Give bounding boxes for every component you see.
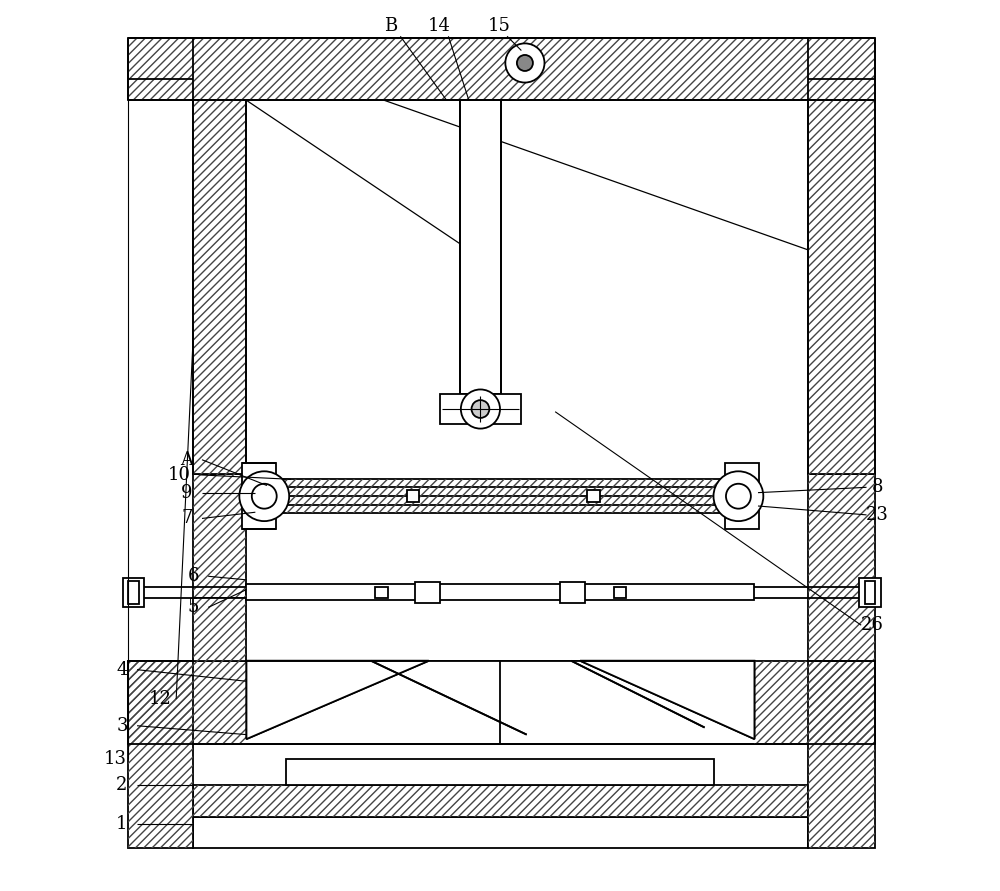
Bar [407,490,419,503]
Bar [123,578,144,607]
Bar [128,661,193,847]
Polygon shape [246,661,429,739]
Text: 3: 3 [116,716,128,735]
Text: A: A [180,451,193,469]
Polygon shape [246,661,429,739]
Bar [286,758,714,785]
Text: 4: 4 [116,661,128,679]
Bar [808,661,875,847]
Bar [193,101,246,474]
Bar [808,474,875,661]
Bar [246,661,754,743]
Bar [193,785,808,817]
Bar [375,587,388,598]
Bar [193,101,246,474]
Bar [859,578,881,607]
Text: 9: 9 [181,484,193,502]
Bar [614,587,626,598]
Bar [808,101,875,474]
Text: 15: 15 [488,17,511,35]
Bar [128,38,875,101]
Bar [246,584,754,601]
Bar [440,394,521,424]
Bar [415,582,440,603]
Bar [725,463,759,529]
Bar [128,661,193,847]
Circle shape [252,484,277,509]
Bar [587,490,600,503]
Text: 7: 7 [181,510,193,527]
Circle shape [505,44,544,83]
Bar [246,479,754,513]
Bar [808,661,875,847]
Bar [128,38,875,101]
Bar [246,479,754,513]
Bar [808,101,875,474]
Bar [128,581,139,604]
Text: 23: 23 [866,506,889,524]
Text: 2: 2 [116,776,128,795]
Text: 14: 14 [428,17,451,35]
Bar [242,463,276,529]
Bar [193,474,246,661]
Bar [193,785,808,817]
Circle shape [714,471,763,521]
Circle shape [239,471,289,521]
Text: B: B [384,17,397,35]
Bar [560,582,585,603]
Polygon shape [580,661,754,739]
Circle shape [461,389,500,429]
Text: 1: 1 [116,815,128,833]
Text: 8: 8 [871,478,883,496]
Bar [460,101,501,394]
Bar [193,817,808,847]
Circle shape [472,400,489,418]
Text: 6: 6 [187,568,199,585]
Text: 12: 12 [149,690,172,708]
Circle shape [517,55,533,71]
Bar [128,661,875,743]
Bar [865,581,875,604]
Text: 5: 5 [187,599,199,617]
Text: 13: 13 [103,749,126,768]
Circle shape [726,484,751,509]
Bar [246,661,755,743]
Text: 26: 26 [860,617,883,634]
Bar [193,474,246,661]
Text: 10: 10 [168,466,191,484]
Polygon shape [580,661,754,739]
Bar [808,474,875,661]
Bar [128,661,875,743]
